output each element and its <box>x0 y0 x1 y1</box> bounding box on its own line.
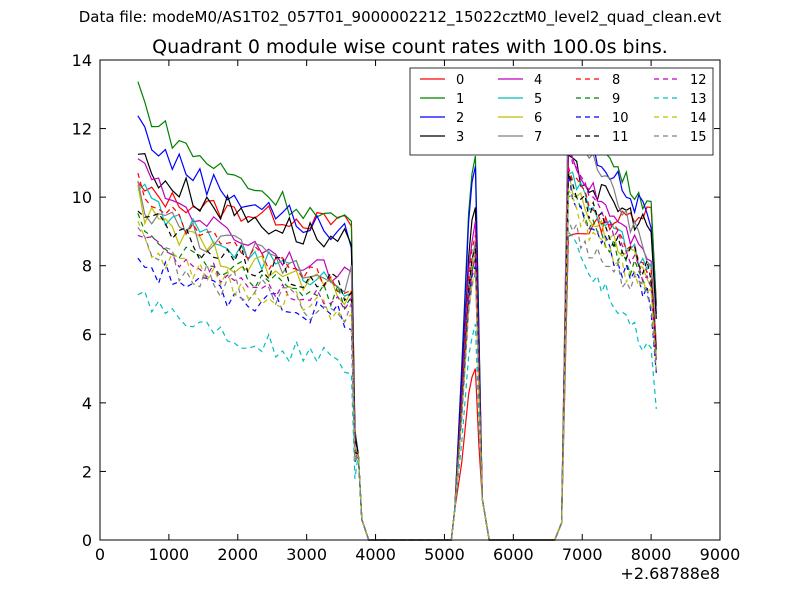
x-tick-label: 2000 <box>217 545 258 564</box>
series-line-10 <box>137 170 657 541</box>
x-tick-label: 7000 <box>562 545 603 564</box>
legend-label-15: 15 <box>690 130 707 145</box>
x-tick-label: 0 <box>95 545 105 564</box>
x-tick-label: 8000 <box>631 545 672 564</box>
legend-label-11: 11 <box>612 130 629 145</box>
x-offset-label: +2.68788e8 <box>620 564 720 583</box>
x-tick-label: 1000 <box>149 545 190 564</box>
axes-frame <box>99 59 721 541</box>
legend-label-14: 14 <box>690 111 707 126</box>
series-line-11 <box>137 172 657 541</box>
y-tick-label: 12 <box>72 120 92 139</box>
legend-label-4: 4 <box>534 73 542 88</box>
legend-label-1: 1 <box>456 92 464 107</box>
series-line-8 <box>137 166 657 541</box>
series-line-2 <box>137 115 657 541</box>
legend-label-6: 6 <box>534 111 542 126</box>
series-line-7 <box>137 88 657 541</box>
legend-label-9: 9 <box>612 92 620 107</box>
y-tick-label: 10 <box>72 188 92 207</box>
legend-box <box>409 67 714 156</box>
x-tick-label: 5000 <box>424 545 465 564</box>
y-tick-label: 2 <box>82 462 92 481</box>
axis-ticks: 0 1000 2000 3000 4000 5000 6000 7000 8000 9000 0 2 4… <box>72 51 741 564</box>
legend-label-13: 13 <box>690 92 707 107</box>
series-line-3 <box>137 152 657 541</box>
series-line-13 <box>137 230 657 541</box>
legend-label-0: 0 <box>456 73 464 88</box>
legend-label-5: 5 <box>534 92 542 107</box>
legend-label-10: 10 <box>612 111 629 126</box>
legend-label-12: 12 <box>690 73 707 88</box>
x-tick-label: 6000 <box>493 545 534 564</box>
legend-label-8: 8 <box>612 73 620 88</box>
x-tick-label: 9000 <box>700 545 741 564</box>
y-tick-label: 0 <box>82 531 92 550</box>
legend-label-3: 3 <box>456 130 464 145</box>
legend-label-7: 7 <box>534 130 542 145</box>
series-line-5 <box>137 171 657 541</box>
chart-title: Quadrant 0 module wise count rates with … <box>152 36 668 58</box>
y-tick-label: 6 <box>82 325 92 344</box>
data-file-suptitle: Data file: modeM0/AS1T02_057T01_90000022… <box>78 8 722 26</box>
legend-label-2: 2 <box>456 111 464 126</box>
series-line-6 <box>137 169 657 541</box>
y-tick-label: 8 <box>82 257 92 276</box>
series-line-9 <box>137 195 657 541</box>
series-line-15 <box>137 219 657 541</box>
x-tick-label: 4000 <box>355 545 396 564</box>
y-tick-label: 14 <box>72 51 92 70</box>
y-tick-label: 4 <box>82 394 92 413</box>
x-tick-label: 3000 <box>286 545 327 564</box>
